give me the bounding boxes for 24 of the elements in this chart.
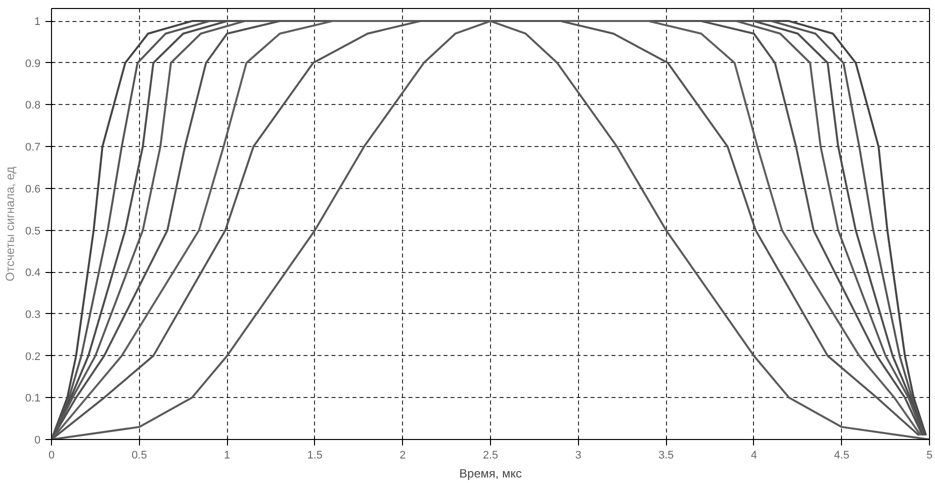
x-tick-label: 3.5 bbox=[658, 450, 674, 462]
x-tick-label: 4.5 bbox=[834, 450, 850, 462]
y-tick-label: 0.7 bbox=[25, 142, 41, 154]
x-tick-label: 2.5 bbox=[482, 450, 498, 462]
x-tick-label: 4 bbox=[750, 450, 757, 462]
y-tick-label: 0 bbox=[34, 434, 41, 446]
x-tick-label: 2 bbox=[400, 450, 406, 462]
x-tick-label: 3 bbox=[575, 450, 582, 462]
y-tick-label: 0.2 bbox=[25, 350, 41, 363]
x-tick-label: 1.5 bbox=[307, 450, 323, 462]
x-tick-label: 5 bbox=[926, 450, 933, 462]
y-tick-label: 0.5 bbox=[25, 225, 41, 238]
y-tick-label: 0.6 bbox=[25, 183, 41, 196]
x-tick-label: 1 bbox=[224, 450, 230, 462]
y-tick-label: 0.1 bbox=[25, 392, 41, 405]
y-tick-label: 1 bbox=[34, 16, 41, 28]
y-tick-label: 0.3 bbox=[25, 308, 41, 321]
y-tick-label: 0.4 bbox=[25, 267, 41, 280]
y-tick-label: 0.9 bbox=[25, 58, 41, 70]
x-axis-title: Время, мкс bbox=[459, 466, 522, 480]
y-tick-label: 0.8 bbox=[25, 100, 41, 112]
x-tick-label: 0.5 bbox=[132, 450, 147, 462]
y-axis-title: Отсчеты сигнала, ед bbox=[3, 166, 18, 282]
x-tick-label: 0 bbox=[48, 450, 55, 462]
